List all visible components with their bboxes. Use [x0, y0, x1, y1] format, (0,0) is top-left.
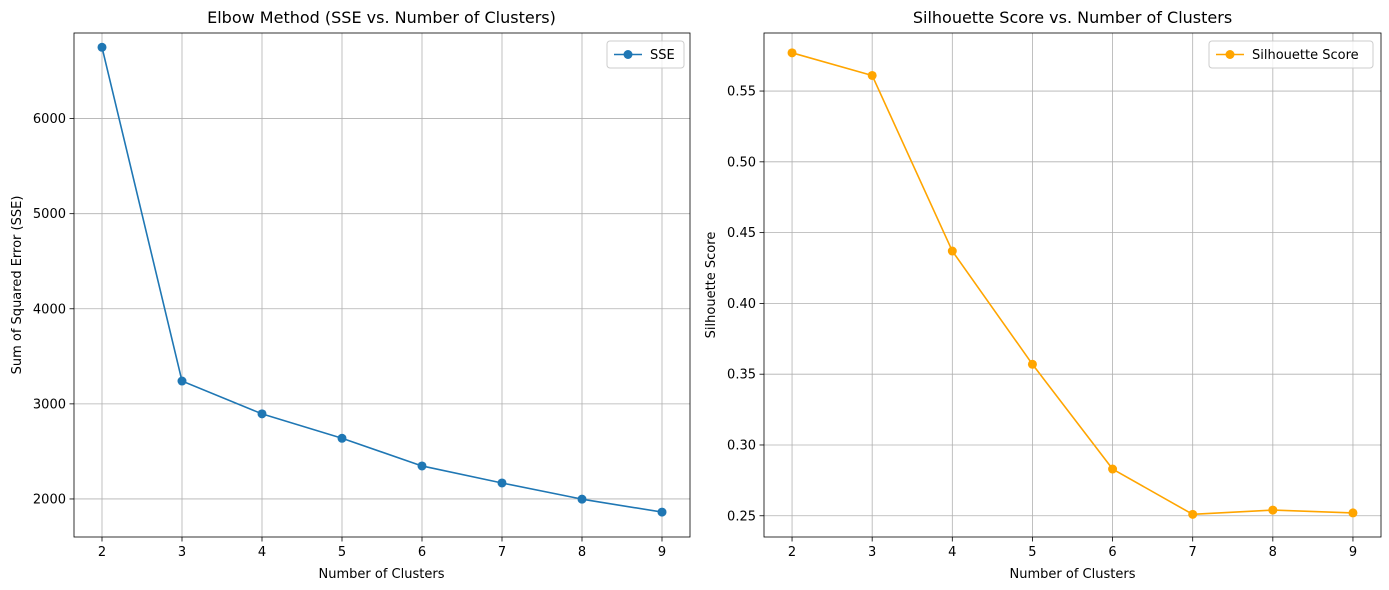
silhouette-chart-title: Silhouette Score vs. Number of Clusters — [913, 8, 1232, 27]
silhouette-x-tick-label: 9 — [1349, 545, 1357, 560]
silhouette-data-point — [867, 70, 877, 80]
sse-x-tick-label: 8 — [578, 545, 586, 560]
silhouette-legend-label: Silhouette Score — [1252, 48, 1359, 63]
silhouette-x-tick-label: 3 — [868, 545, 876, 560]
silhouette-x-tick-label: 4 — [948, 545, 956, 560]
silhouette-y-axis-label: Silhouette Score — [704, 232, 719, 339]
silhouette-chart: Silhouette Score vs. Number of Clusters … — [704, 8, 1382, 582]
sse-series-line — [101, 47, 663, 513]
silhouette-data-point — [1268, 505, 1278, 515]
silhouette-x-tick-label: 5 — [1028, 545, 1036, 560]
sse-x-tick-label: 7 — [498, 545, 506, 560]
sse-x-axis-label: Number of Clusters — [319, 567, 445, 582]
sse-data-point — [577, 494, 587, 504]
silhouette-y-tick-label: 0.45 — [727, 226, 756, 241]
silhouette-data-point — [1108, 464, 1118, 474]
sse-y-tick-label: 6000 — [33, 112, 66, 127]
sse-chart-title: Elbow Method (SSE vs. Number of Clusters… — [207, 8, 556, 27]
sse-x-tick-label: 3 — [178, 545, 186, 560]
sse-axes-frame — [73, 32, 691, 538]
silhouette-data-point — [947, 246, 957, 256]
silhouette-plot-area: 2 3 4 5 6 7 8 9 0.25 0.30 0.35 0.40 0.45 0.50 0.55 — [727, 32, 1382, 560]
sse-y-tick-label: 4000 — [33, 302, 66, 317]
sse-x-tick-label: 9 — [658, 545, 666, 560]
silhouette-x-tick-label: 7 — [1189, 545, 1197, 560]
sse-legend-frame — [606, 40, 685, 69]
sse-data-point — [257, 409, 267, 419]
silhouette-series-line — [791, 52, 1353, 516]
silhouette-y-tick-label: 0.35 — [727, 368, 756, 383]
silhouette-data-point — [1027, 359, 1037, 369]
sse-y-tick-label: 3000 — [33, 397, 66, 412]
sse-plot-area: 2 3 4 5 6 7 8 9 2000 3000 4000 5000 6000 — [33, 32, 691, 560]
silhouette-y-tick-label: 0.55 — [727, 85, 756, 100]
silhouette-data-point — [1188, 509, 1198, 519]
sse-x-tick-label: 2 — [98, 545, 106, 560]
silhouette-x-tick-label: 2 — [788, 545, 796, 560]
sse-x-tick-label: 6 — [418, 545, 426, 560]
sse-y-axis-label: Sum of Squared Error (SSE) — [10, 196, 25, 375]
silhouette-legend-frame — [1208, 40, 1374, 69]
sse-data-point — [97, 42, 107, 52]
silhouette-x-axis-label: Number of Clusters — [1010, 567, 1136, 582]
sse-chart: Elbow Method (SSE vs. Number of Clusters… — [10, 8, 691, 582]
silhouette-y-tick-label: 0.40 — [727, 297, 756, 312]
sse-x-tick-label: 5 — [338, 545, 346, 560]
sse-data-point — [657, 507, 667, 517]
sse-y-tick-label: 2000 — [33, 492, 66, 507]
silhouette-x-tick-label: 6 — [1108, 545, 1116, 560]
sse-legend: SSE — [606, 40, 685, 69]
sse-x-tick-label: 4 — [258, 545, 266, 560]
silhouette-x-tick-label: 8 — [1269, 545, 1277, 560]
silhouette-y-tick-label: 0.30 — [727, 438, 756, 453]
silhouette-axes-frame — [763, 32, 1382, 538]
sse-y-tick-label: 5000 — [33, 207, 66, 222]
silhouette-y-tick-label: 0.50 — [727, 155, 756, 170]
silhouette-legend-marker — [1225, 50, 1235, 59]
sse-data-point — [177, 376, 187, 386]
sse-data-point — [497, 478, 507, 488]
silhouette-data-point — [1348, 508, 1358, 518]
silhouette-y-tick-label: 0.25 — [727, 509, 756, 524]
sse-legend-label: SSE — [650, 48, 675, 63]
silhouette-legend: Silhouette Score — [1208, 40, 1374, 69]
silhouette-data-point — [787, 48, 797, 58]
sse-data-point — [417, 461, 427, 471]
sse-legend-marker — [623, 50, 633, 59]
sse-data-point — [337, 433, 347, 443]
